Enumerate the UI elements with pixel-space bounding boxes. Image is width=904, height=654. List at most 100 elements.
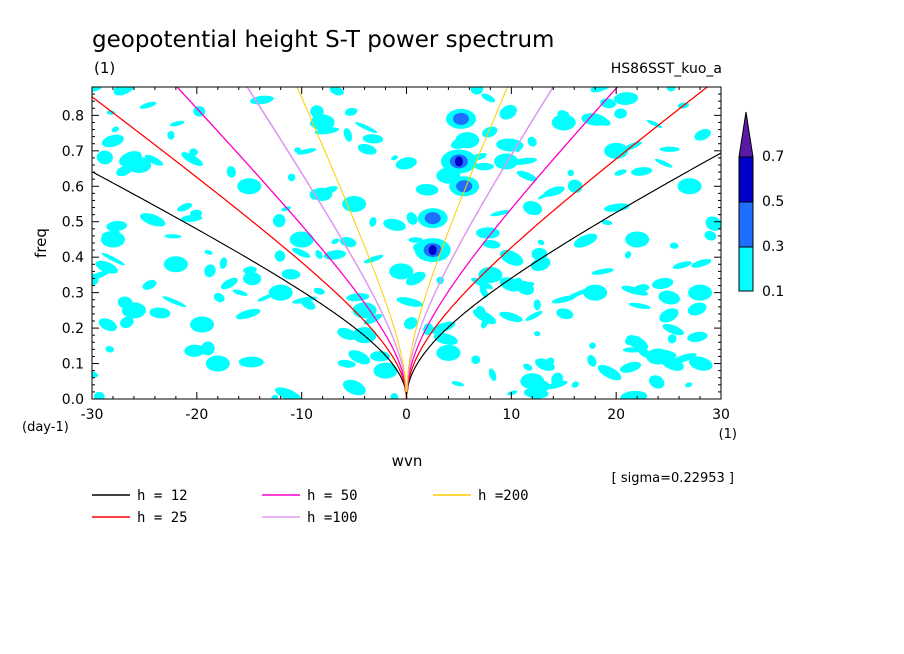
spot-level-1	[494, 153, 519, 170]
spot-level-1	[373, 362, 398, 379]
noise-blob	[362, 134, 384, 144]
spot-level-1	[389, 263, 414, 280]
noise-blob	[383, 218, 406, 231]
noise-blob	[516, 170, 537, 182]
noise-blob	[235, 308, 261, 320]
y-axis-unit: (day-1)	[22, 420, 69, 435]
noise-blob	[391, 155, 398, 161]
noise-blob	[659, 308, 679, 323]
noise-blob	[573, 233, 598, 248]
power-spot	[446, 108, 477, 129]
power-spot	[100, 231, 125, 248]
power-spot	[127, 157, 152, 173]
noise-blob	[337, 327, 357, 341]
noise-blob	[281, 269, 301, 280]
noise-blob	[603, 203, 630, 212]
noise-blob	[613, 92, 639, 105]
x-tick-label: -30	[81, 407, 104, 423]
y-tick-label: 0.4	[62, 250, 84, 266]
noise-blob	[101, 252, 126, 266]
noise-blob	[296, 148, 317, 155]
spot-level-1	[478, 266, 503, 283]
noise-blob	[180, 214, 203, 222]
y-tick-label: 0.1	[62, 357, 84, 373]
noise-blob	[482, 126, 498, 138]
noise-blob	[535, 358, 555, 371]
power-spot	[268, 284, 293, 301]
colorbar-level-label: 0.3	[762, 239, 784, 255]
spot-level-1	[310, 114, 335, 131]
power-spot	[205, 355, 230, 372]
power-spot	[342, 196, 367, 212]
noise-blob	[672, 261, 692, 270]
spot-level-3	[454, 156, 463, 167]
noise-blob	[470, 87, 484, 95]
noise-blob	[343, 128, 353, 142]
power-spot	[625, 231, 650, 248]
noise-blob	[164, 234, 182, 239]
spot-level-1	[455, 132, 480, 149]
noise-blob	[479, 285, 488, 298]
spot-level-1	[604, 142, 629, 159]
spot-level-1	[121, 302, 146, 319]
colorbar-level-label: 0.7	[762, 149, 784, 165]
noise-blob	[556, 308, 574, 320]
spot-level-1	[520, 373, 545, 390]
noise-blob	[551, 372, 563, 386]
noise-blob	[348, 350, 371, 365]
noise-blob	[619, 361, 642, 373]
chart-subtitle-left: (1)	[94, 59, 115, 77]
noise-blob	[511, 277, 523, 291]
noise-blob	[567, 169, 574, 177]
noise-blob	[275, 387, 302, 399]
noise-blob	[92, 270, 111, 282]
noise-blob	[597, 364, 622, 381]
noise-blob	[474, 162, 494, 171]
noise-blob	[649, 375, 665, 389]
x-tick-label: 10	[502, 407, 520, 423]
spot-level-1	[646, 348, 671, 365]
noise-blob	[363, 254, 384, 264]
noise-blob	[98, 318, 117, 332]
noise-blob	[408, 237, 423, 243]
noise-blob	[344, 107, 358, 116]
noise-blob	[589, 342, 596, 349]
noise-blob	[499, 104, 517, 120]
y-axis-label: freq	[32, 228, 50, 258]
power-spot	[310, 114, 335, 131]
legend-label: h =200	[478, 488, 529, 504]
legend-label: h = 50	[307, 488, 358, 504]
colorbar-segment	[738, 246, 754, 292]
noise-blob	[184, 344, 205, 357]
noise-blob	[243, 266, 257, 274]
spot-level-1	[583, 284, 608, 301]
spot-level-1	[342, 196, 367, 212]
noise-blob	[482, 239, 501, 249]
y-tick-label: 0.3	[62, 286, 84, 302]
noise-blob	[405, 271, 426, 286]
noise-blob	[369, 351, 390, 362]
x-tick-label: -10	[290, 407, 313, 423]
noise-blob	[534, 331, 541, 337]
power-spot	[688, 284, 713, 301]
x-tick-label: 30	[712, 407, 730, 423]
noise-blob	[669, 242, 679, 249]
spot-level-1	[205, 355, 230, 372]
noise-blob	[481, 317, 489, 329]
noise-blob	[490, 210, 510, 217]
noise-blob	[631, 167, 653, 176]
power-spot	[163, 256, 188, 273]
power-spot	[677, 178, 702, 195]
spot-level-1	[289, 231, 314, 248]
spot-level-1	[163, 256, 188, 273]
noise-blob	[204, 249, 213, 255]
power-spot	[190, 316, 215, 333]
y-axis: 0.0 0.1 0.2 0.3 0.4 0.5 0.6 0.7 0.8	[62, 93, 721, 408]
noise-blob	[691, 258, 712, 268]
noise-blob	[329, 87, 344, 96]
power-spot	[449, 176, 480, 197]
power-spot	[520, 373, 545, 390]
noise-blob	[507, 390, 518, 396]
noise-blob	[274, 250, 286, 262]
noise-blob	[232, 289, 248, 296]
